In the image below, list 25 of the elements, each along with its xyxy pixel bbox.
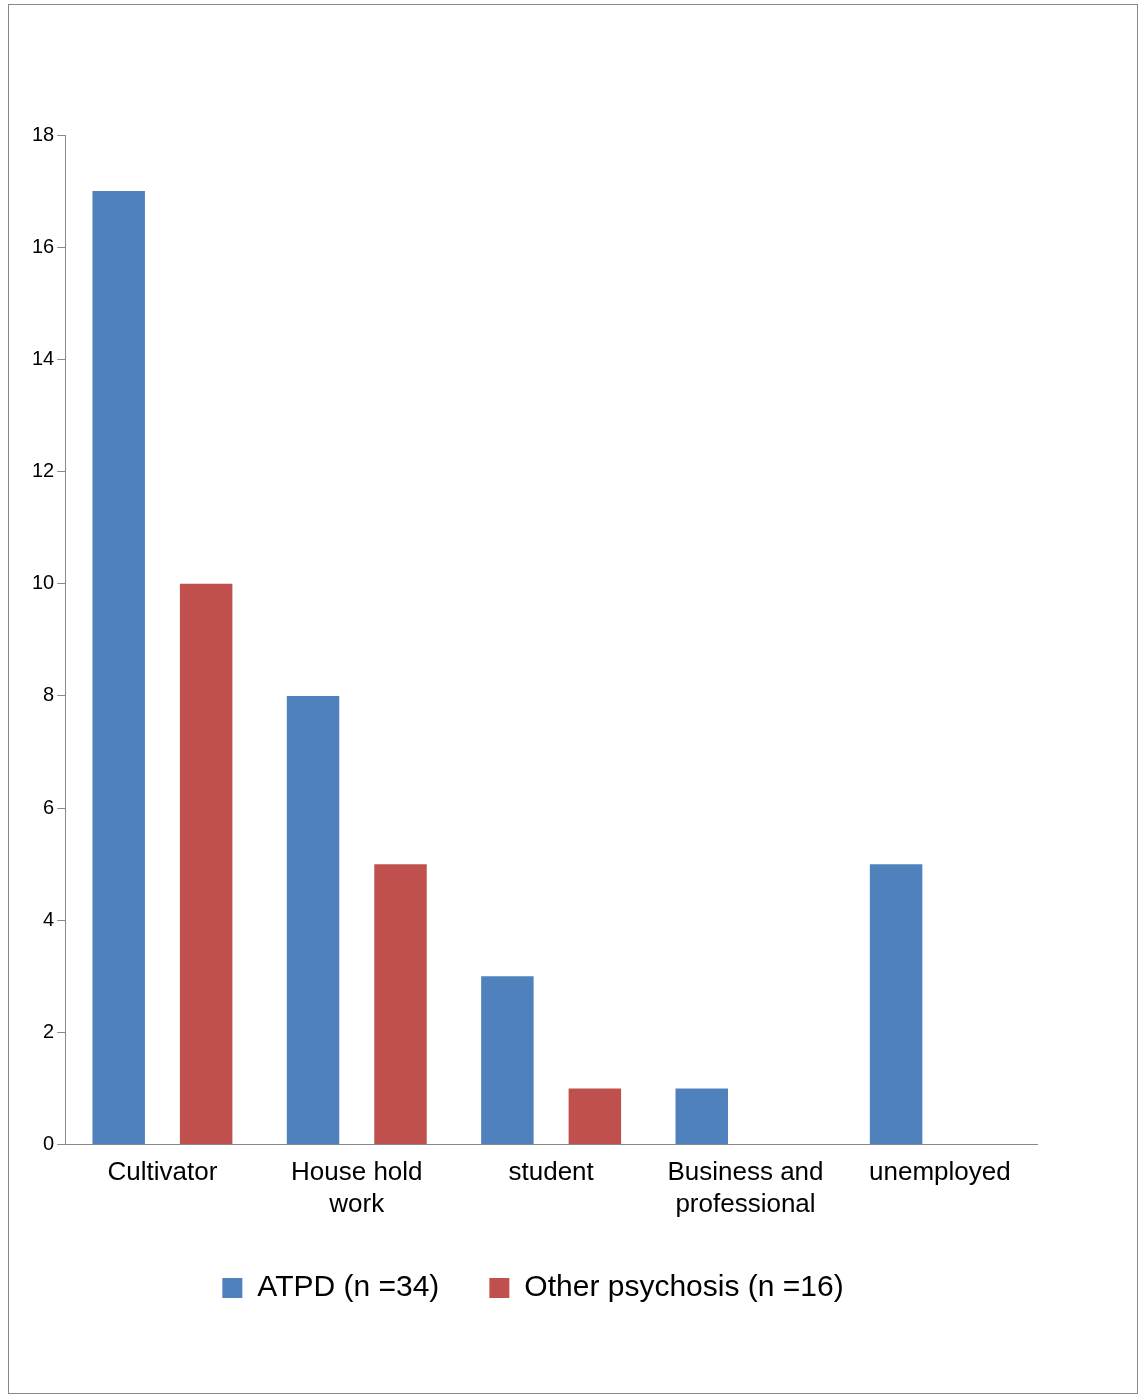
y-tick-label: 16 — [32, 234, 55, 257]
y-tick-label: 4 — [43, 907, 55, 930]
legend-label: Other psychosis (n =16) — [524, 1269, 844, 1303]
y-tick-label: 6 — [43, 795, 55, 818]
y-tick-label: 14 — [32, 346, 55, 369]
bar — [568, 1088, 622, 1145]
x-tick-label: unemployed — [869, 1156, 1011, 1187]
bar — [675, 1088, 728, 1145]
y-tick-label: 8 — [43, 683, 55, 706]
x-tick-label: student — [508, 1156, 595, 1187]
y-tick-label: 2 — [43, 1019, 55, 1042]
y-tick-label: 10 — [32, 571, 55, 594]
x-tick-label: Cultivator — [107, 1156, 218, 1187]
bar — [179, 583, 233, 1145]
bar — [481, 976, 534, 1145]
x-tick-label: Business and professional — [667, 1156, 824, 1218]
bar — [92, 191, 145, 1145]
bar — [869, 864, 923, 1145]
y-tick-label: 0 — [43, 1132, 55, 1155]
y-tick-label: 18 — [32, 122, 55, 145]
legend-label: ATPD (n =34) — [257, 1269, 440, 1303]
x-tick-label: House hold work — [291, 1156, 423, 1218]
bar — [374, 864, 427, 1145]
bar — [286, 695, 340, 1145]
y-tick-label: 12 — [32, 459, 55, 482]
